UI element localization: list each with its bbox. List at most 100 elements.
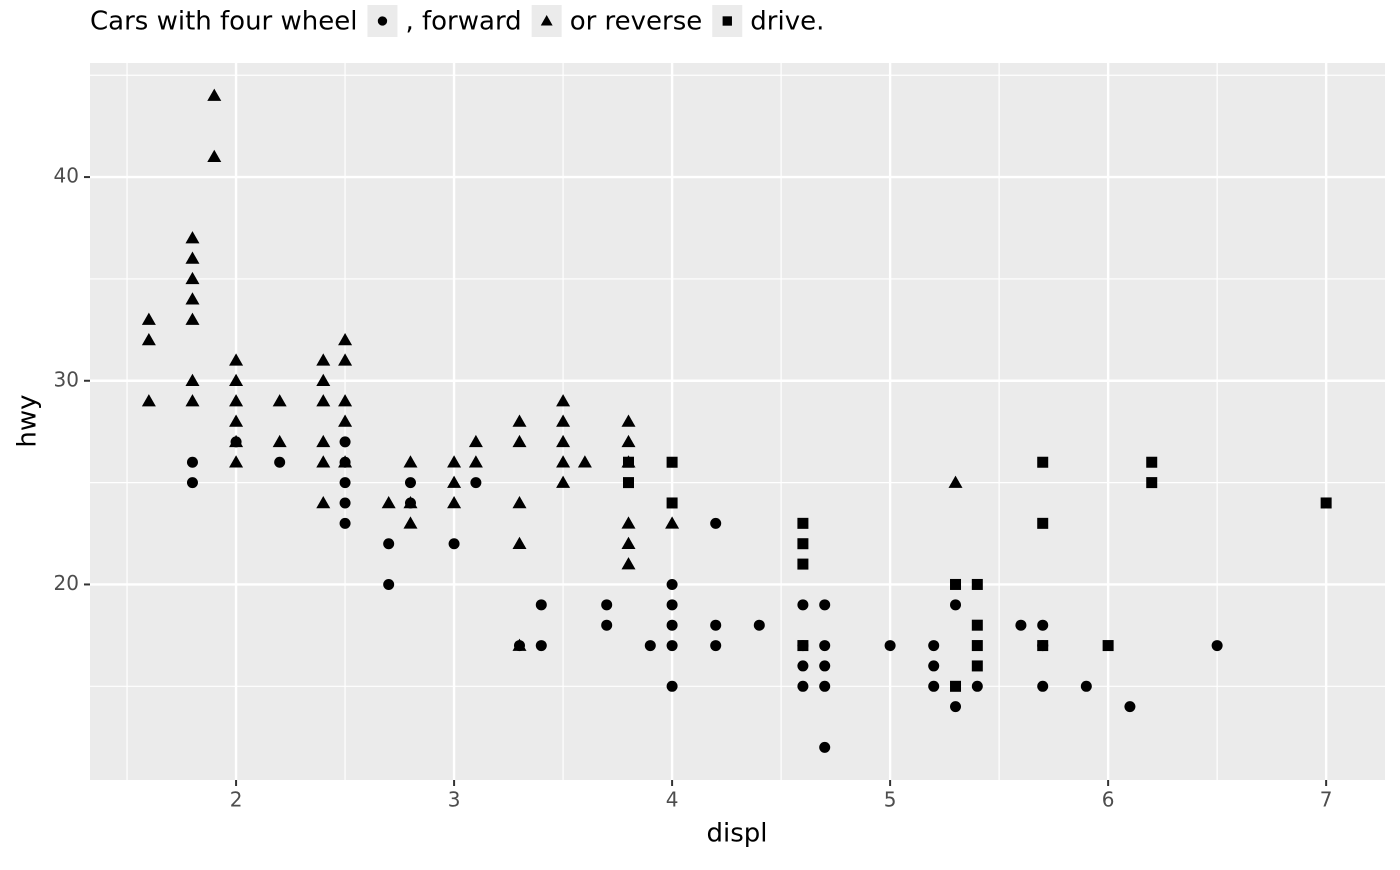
point bbox=[185, 394, 200, 407]
point bbox=[666, 680, 678, 692]
point bbox=[797, 599, 809, 611]
point bbox=[1037, 517, 1049, 529]
point bbox=[1037, 456, 1049, 468]
point bbox=[316, 353, 331, 366]
point bbox=[621, 557, 636, 570]
point bbox=[185, 312, 200, 325]
y-tick-label: 30 bbox=[54, 367, 79, 391]
point bbox=[338, 394, 353, 407]
point bbox=[1320, 497, 1332, 509]
point bbox=[710, 517, 722, 529]
x-tick-label: 7 bbox=[1320, 788, 1333, 812]
point bbox=[381, 495, 396, 509]
point bbox=[185, 373, 200, 387]
point bbox=[1211, 640, 1223, 652]
y-tick-label: 40 bbox=[54, 164, 79, 188]
point bbox=[819, 599, 831, 611]
point bbox=[470, 477, 482, 489]
point bbox=[1037, 680, 1049, 692]
point bbox=[622, 477, 634, 489]
chart-title: drive. bbox=[750, 7, 824, 37]
point bbox=[1037, 640, 1049, 652]
x-tick-label: 4 bbox=[666, 788, 679, 812]
point bbox=[229, 353, 244, 366]
point bbox=[819, 741, 831, 753]
point bbox=[971, 660, 983, 672]
point bbox=[207, 149, 222, 162]
point bbox=[186, 477, 198, 489]
point bbox=[185, 292, 200, 305]
point bbox=[971, 680, 983, 692]
panel bbox=[90, 63, 1385, 780]
point bbox=[666, 619, 678, 631]
x-tick-label: 2 bbox=[230, 788, 243, 812]
point bbox=[512, 536, 527, 549]
point bbox=[316, 455, 331, 468]
point bbox=[316, 434, 331, 448]
point bbox=[621, 434, 636, 448]
point bbox=[556, 414, 571, 427]
point bbox=[404, 477, 416, 489]
point bbox=[1146, 456, 1158, 468]
point bbox=[644, 640, 656, 652]
point bbox=[928, 680, 940, 692]
point bbox=[971, 578, 983, 590]
point bbox=[316, 373, 331, 387]
point bbox=[403, 516, 418, 529]
point bbox=[950, 578, 962, 590]
point bbox=[556, 394, 571, 407]
x-tick-label: 6 bbox=[1102, 788, 1115, 812]
point bbox=[229, 414, 244, 427]
point bbox=[383, 538, 395, 550]
point bbox=[403, 495, 418, 509]
chart-title: or reverse bbox=[570, 7, 703, 37]
point bbox=[1080, 680, 1092, 692]
point bbox=[950, 599, 962, 611]
x-axis-title: displ bbox=[706, 819, 767, 849]
point bbox=[229, 455, 244, 468]
point bbox=[207, 88, 222, 101]
point bbox=[274, 456, 286, 468]
point bbox=[338, 353, 353, 366]
point bbox=[797, 640, 809, 652]
point bbox=[666, 640, 678, 652]
point bbox=[447, 455, 462, 468]
point bbox=[556, 455, 571, 468]
point bbox=[512, 434, 527, 448]
point bbox=[338, 333, 353, 346]
point bbox=[468, 455, 483, 468]
chart-title: , forward bbox=[405, 7, 521, 37]
point bbox=[339, 436, 351, 448]
point bbox=[971, 619, 983, 631]
point bbox=[272, 434, 287, 448]
point bbox=[556, 475, 571, 488]
point bbox=[1124, 701, 1136, 713]
point bbox=[819, 660, 831, 672]
point bbox=[272, 394, 287, 407]
point bbox=[229, 373, 244, 387]
point bbox=[622, 456, 634, 468]
point bbox=[535, 640, 547, 652]
point bbox=[819, 640, 831, 652]
point bbox=[512, 495, 527, 509]
point bbox=[950, 680, 962, 692]
point bbox=[666, 578, 678, 590]
point bbox=[1037, 619, 1049, 631]
point bbox=[185, 231, 200, 244]
point bbox=[185, 251, 200, 264]
point bbox=[971, 640, 983, 652]
point bbox=[710, 640, 722, 652]
point bbox=[185, 271, 200, 285]
point bbox=[797, 660, 809, 672]
point bbox=[1015, 619, 1027, 631]
point bbox=[797, 680, 809, 692]
point bbox=[447, 495, 462, 509]
point bbox=[447, 475, 462, 488]
point bbox=[316, 394, 331, 407]
point bbox=[601, 619, 613, 631]
point bbox=[141, 394, 156, 407]
point bbox=[186, 456, 198, 468]
point bbox=[797, 538, 809, 550]
legend-glyph bbox=[377, 16, 388, 26]
